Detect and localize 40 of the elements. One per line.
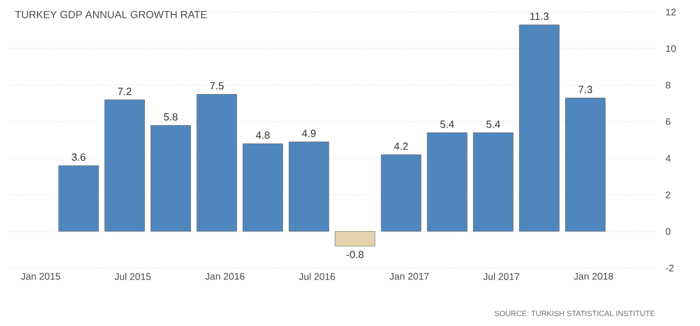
bar [565,98,606,232]
bar [519,24,560,232]
y-tick-label: 4 [666,154,671,162]
x-tick-label: Jul 2016 [298,272,335,280]
y-tick-label: 0 [666,228,670,235]
y-tick-label: 10 [666,45,676,52]
bar [58,165,99,232]
x-tick-label: Jan 2017 [390,272,429,280]
bar [288,142,330,232]
data-label: 7.2 [118,88,132,95]
bar [334,231,376,246]
x-tick-label: Jul 2017 [483,272,520,280]
x-tick-label: Jan 2015 [20,272,60,280]
bar [196,94,237,232]
y-tick-label: -2 [666,264,674,272]
data-label: 5.4 [440,120,454,128]
data-label: 3.6 [72,153,86,161]
y-tick-label: 8 [666,82,670,89]
bar [104,100,145,232]
data-label: 5.8 [164,113,178,121]
bar [150,125,191,232]
bar [473,132,514,232]
x-tick-label: Jul 2015 [114,272,151,280]
x-tick-label: Jan 2016 [205,272,244,280]
chart-title: TURKEY GDP ANNUAL GROWTH RATE [15,10,207,18]
bar [426,132,468,232]
data-label: 4.8 [256,131,270,139]
data-label: 4.2 [394,142,408,150]
y-tick-label: 6 [666,118,670,126]
bar [380,154,422,232]
data-label: 7.3 [578,86,592,94]
data-label: -0.8 [346,250,364,258]
y-tick-label: 12 [666,8,676,16]
data-label: 4.9 [302,130,316,138]
bar [242,143,284,232]
y-tick-label: 2 [666,191,670,198]
data-label: 5.4 [486,120,500,128]
data-label: 7.5 [210,82,224,90]
x-tick-label: Jan 2018 [574,272,614,280]
data-label: 11.3 [530,12,549,20]
